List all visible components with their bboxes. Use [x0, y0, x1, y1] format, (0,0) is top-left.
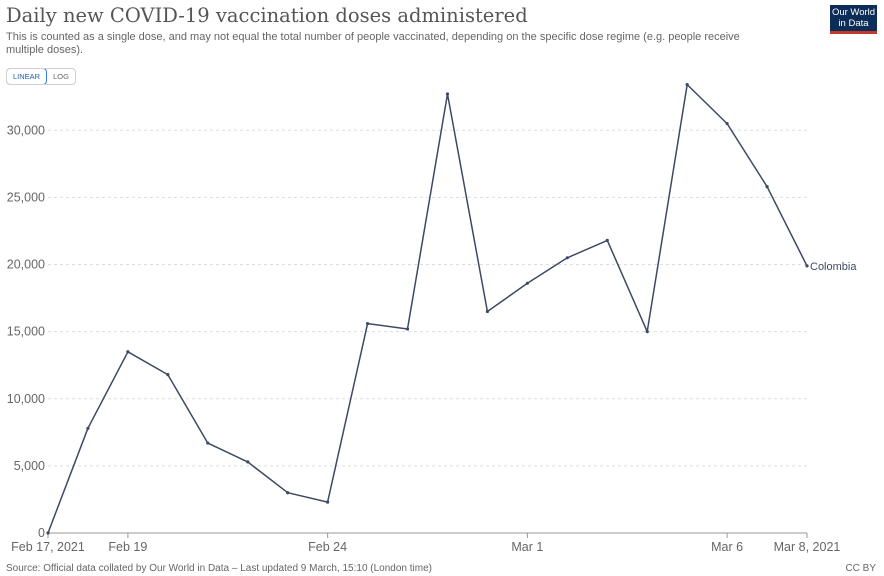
logo-line-2: in Data — [838, 17, 869, 29]
y-tick-label: 30,000 — [7, 123, 45, 137]
data-point — [765, 185, 769, 189]
x-tick-label: Feb 17, 2021 — [11, 540, 85, 554]
data-point — [246, 460, 250, 464]
data-point — [365, 321, 370, 326]
y-tick-label: 15,000 — [7, 325, 45, 339]
source-note: Source: Official data collated by Our Wo… — [6, 563, 432, 574]
chart-title: Daily new COVID-19 vaccination doses adm… — [6, 4, 528, 27]
data-point — [405, 327, 410, 331]
y-tick-label: 20,000 — [7, 258, 45, 272]
y-tick-label: 25,000 — [7, 190, 45, 204]
data-point — [326, 500, 330, 504]
data-point — [166, 372, 170, 377]
owid-logo[interactable]: Our World in Data — [830, 5, 877, 34]
logo-line-1: Our World — [831, 7, 876, 18]
x-tick-label: Mar 6 — [711, 540, 743, 554]
y-tick-label: 5,000 — [14, 459, 45, 473]
data-point — [46, 531, 50, 535]
data-point — [645, 330, 649, 334]
data-point — [725, 121, 729, 126]
series-line — [47, 83, 808, 534]
data-point — [86, 426, 90, 430]
data-point — [445, 92, 450, 96]
series-label: Colombia — [810, 261, 857, 273]
scale-toggle: LINEAR LOG — [6, 68, 76, 85]
data-point — [685, 83, 689, 87]
x-tick-label: Mar 1 — [511, 540, 543, 554]
log-scale-button[interactable]: LOG — [53, 72, 69, 81]
y-tick-label: 10,000 — [7, 392, 45, 406]
data-point — [126, 350, 130, 354]
data-point — [525, 281, 529, 285]
data-point — [485, 309, 490, 314]
x-tick-label: Feb 19 — [108, 540, 147, 554]
data-point — [565, 256, 569, 260]
license-label[interactable]: CC BY — [845, 563, 876, 574]
data-point — [206, 441, 210, 445]
linear-scale-button[interactable]: LINEAR — [6, 69, 48, 84]
data-point — [805, 264, 809, 268]
y-tick-label: 0 — [38, 526, 45, 540]
x-tick-label: Mar 8, 2021 — [774, 540, 841, 554]
chart-subtitle: This is counted as a single dose, and ma… — [6, 31, 740, 56]
data-point — [286, 491, 290, 495]
x-tick-label: Feb 24 — [308, 540, 347, 554]
data-point — [605, 238, 609, 242]
